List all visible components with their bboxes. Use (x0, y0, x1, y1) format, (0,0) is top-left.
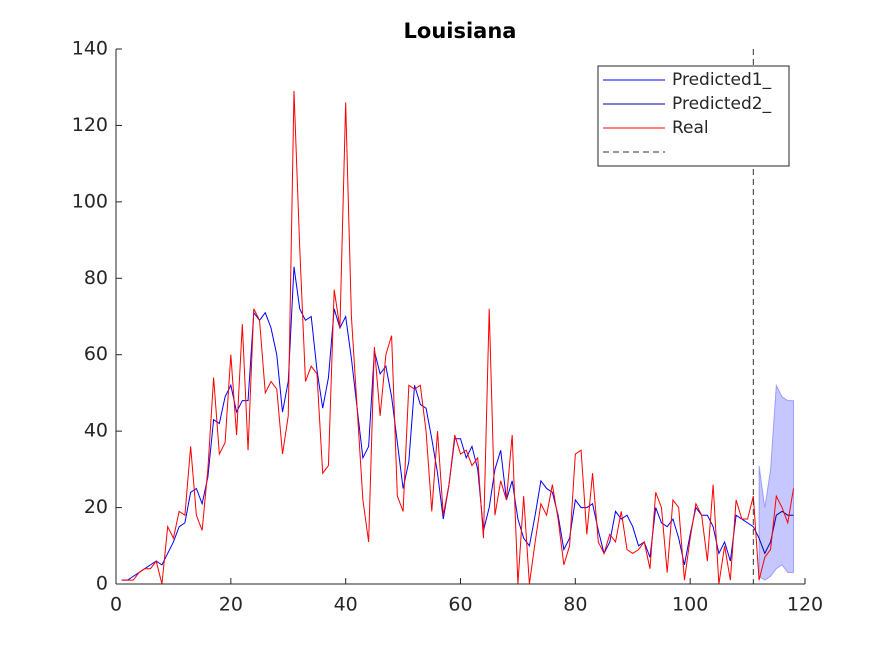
x-tick-label: 40 (334, 594, 358, 616)
series-line (121, 91, 795, 585)
x-tick-label: 120 (787, 594, 823, 616)
x-tick-label: 100 (672, 594, 708, 616)
chart-title: Louisiana (404, 19, 517, 43)
x-tick-label: 80 (563, 594, 587, 616)
legend-label: Predicted2_ (672, 94, 772, 114)
y-tick-label: 100 (72, 190, 108, 212)
y-tick-label: 0 (96, 573, 108, 595)
legend-label: Predicted1_ (672, 70, 772, 90)
x-tick-label: 20 (219, 594, 243, 616)
confidence-band (758, 383, 795, 581)
x-tick-label: 0 (110, 594, 122, 616)
y-tick-label: 140 (72, 38, 108, 60)
y-tick-label: 20 (84, 496, 108, 518)
y-tick-label: 60 (84, 343, 108, 365)
y-tick-label: 40 (84, 420, 108, 442)
x-tick-label: 60 (448, 594, 472, 616)
series-line (752, 510, 794, 555)
series-line (121, 266, 754, 581)
legend-box (597, 65, 790, 167)
y-tick-label: 120 (72, 114, 108, 136)
y-tick-label: 80 (84, 267, 108, 289)
legend-label: Real (672, 118, 709, 138)
